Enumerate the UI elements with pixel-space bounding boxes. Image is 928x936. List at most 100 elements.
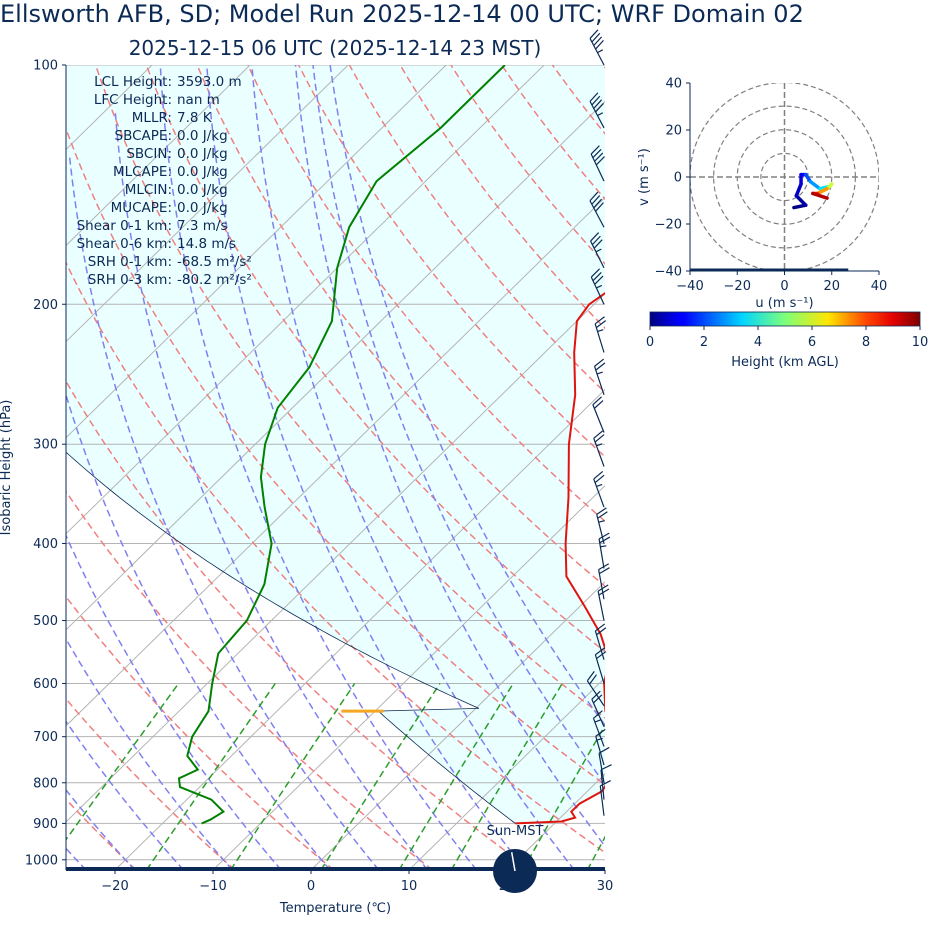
mixing-ratio-line [398, 683, 514, 870]
barb-full [591, 235, 601, 246]
isotherm-line [66, 196, 605, 727]
barb-full [590, 268, 601, 278]
barb-half [596, 443, 603, 447]
hodograph-y-title: v (m s⁻¹) [637, 148, 652, 206]
barb-full [589, 29, 599, 39]
hodograph-x-title: u (m s⁻¹) [755, 296, 813, 311]
info-value: 0.0 J/kg [177, 128, 228, 144]
barb-full [594, 474, 605, 484]
barb-staff [593, 478, 605, 508]
barb-full [597, 584, 609, 592]
isotherm-line [310, 581, 605, 870]
barb-full [595, 728, 606, 737]
barb-full [591, 32, 601, 43]
info-label: SBCAPE: [115, 128, 172, 144]
barb-staff [599, 785, 605, 816]
barb-staff [596, 514, 605, 544]
moist-adiabat [66, 392, 331, 870]
barb-half [595, 248, 602, 253]
colorbar-tick-label: 6 [808, 335, 816, 350]
barb-staff [598, 753, 605, 783]
x-tick-label: 30 [597, 879, 614, 894]
dry-adiabat [66, 379, 532, 870]
hodograph-x-tick-label: 20 [823, 279, 840, 294]
barb-full [597, 511, 608, 519]
skew-t-profiles [66, 65, 605, 825]
hodograph: −40−40 −20 −20 0 0 20 20 40 40 u (m s⁻¹) v (m s⁻¹) [637, 77, 887, 312]
barb-staff [592, 718, 605, 747]
mixing-ratio-line [635, 684, 734, 871]
x-axis-title: Temperature (℃) [279, 901, 391, 916]
wind-barb [592, 396, 605, 433]
dry-adiabat [66, 595, 335, 870]
barb-half [596, 737, 603, 741]
barb-staff [590, 240, 605, 269]
y-axis-title: Isobaric Height (hPa) [0, 400, 14, 536]
barb-staff [598, 569, 605, 600]
wind-barb [589, 92, 605, 129]
dry-adiabat [196, 65, 605, 588]
barb-staff [594, 654, 605, 684]
moist-adiabat [66, 637, 233, 870]
moist-adiabat [329, 65, 605, 727]
info-value: 0.0 J/kg [177, 164, 228, 180]
dry-adiabat [806, 65, 928, 870]
wind-barb [589, 29, 605, 66]
barb-staff [590, 153, 605, 182]
hodograph-y-tick-label: −20 [655, 218, 682, 233]
chart-title: Ellsworth AFB, SD; Model Run 2025-12-14 … [0, 0, 804, 28]
y-tick-label: 700 [33, 730, 58, 745]
barb-staff [592, 404, 605, 433]
barb-half [596, 284, 603, 289]
hodograph-x-tick-label: −20 [724, 279, 751, 294]
barb-full [591, 195, 601, 205]
barb-full [593, 239, 603, 249]
barb-full [595, 623, 606, 632]
barb-full [594, 434, 605, 443]
dry-adiabat [247, 65, 605, 523]
barb-staff [595, 736, 605, 766]
barb-full [595, 320, 607, 329]
wind-barbs [586, 29, 612, 816]
colorbar-tick-label: 2 [700, 335, 708, 350]
barb-full [593, 36, 603, 46]
clock-label: Sun-MST [487, 824, 544, 839]
barb-full [599, 536, 611, 544]
colorbar-gradient [649, 311, 921, 327]
wind-barb [595, 728, 606, 766]
barb-staff [593, 438, 605, 467]
dry-adiabat [66, 798, 137, 870]
info-label: SRH 0-1 km: [88, 254, 172, 270]
barb-staff [591, 699, 605, 727]
wind-barb [599, 780, 611, 816]
barb-full [598, 588, 610, 596]
hodograph-segment [811, 191, 829, 200]
hodograph-segment [815, 187, 829, 196]
barb-full [595, 647, 606, 656]
barb-full [593, 400, 604, 409]
info-label: MLCIN: [125, 182, 172, 198]
barb-full [600, 764, 612, 771]
wind-barb [590, 145, 605, 182]
barb-full [594, 358, 605, 367]
wind-barb [593, 430, 605, 467]
skew-t-background-lines [66, 65, 928, 871]
wind-barb [589, 191, 605, 228]
barb-full [590, 145, 600, 155]
barb-half [600, 545, 607, 548]
barb-full [598, 532, 610, 540]
barb-full [586, 671, 595, 682]
barb-full [596, 627, 607, 636]
barb-full [591, 690, 601, 700]
barb-half [597, 49, 604, 54]
barb-full [595, 156, 605, 166]
y-tick-label: 300 [33, 438, 58, 453]
isotherm-line [66, 292, 605, 823]
barb-full [598, 563, 610, 571]
barb-full [592, 271, 602, 282]
clock-hand [510, 852, 516, 872]
barb-full [596, 651, 607, 660]
barb-staff [589, 200, 605, 228]
isotherm-line [66, 65, 447, 439]
mixing-ratio-line [522, 724, 605, 870]
